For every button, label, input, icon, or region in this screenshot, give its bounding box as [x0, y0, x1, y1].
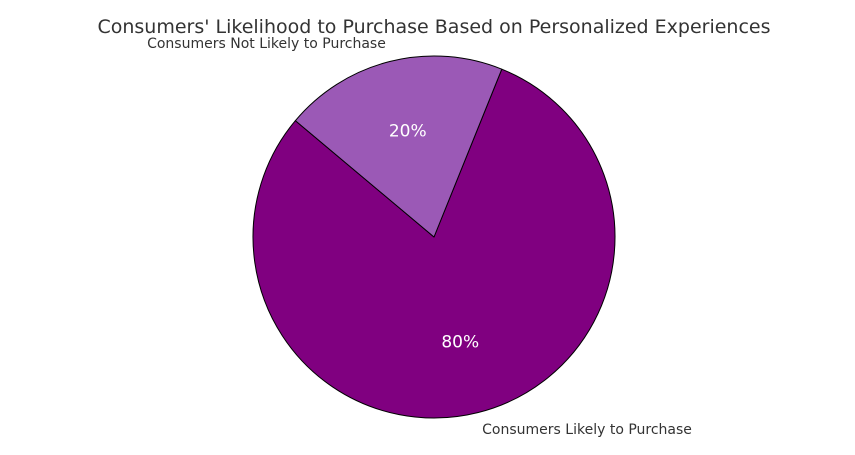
category-label-consumers-likely-to-purchase: Consumers Likely to Purchase	[482, 422, 692, 438]
pie-slice-consumers-not-likely-to-purchase	[294, 55, 503, 238]
pie-slices	[252, 55, 616, 419]
pie-labels: 80% Consumers Likely to Purchase 20% Consum…	[147, 36, 692, 438]
pie-slice-consumers-likely-to-purchase	[252, 68, 616, 419]
chart-title: Consumers' Likelihood to Purchase Based …	[97, 16, 770, 38]
category-label-consumers-not-likely-to-purchase: Consumers Not Likely to Purchase	[147, 36, 386, 52]
percent-label-consumers-likely-to-purchase: 80%	[441, 332, 479, 352]
percent-label-consumers-not-likely-to-purchase: 20%	[389, 122, 427, 142]
